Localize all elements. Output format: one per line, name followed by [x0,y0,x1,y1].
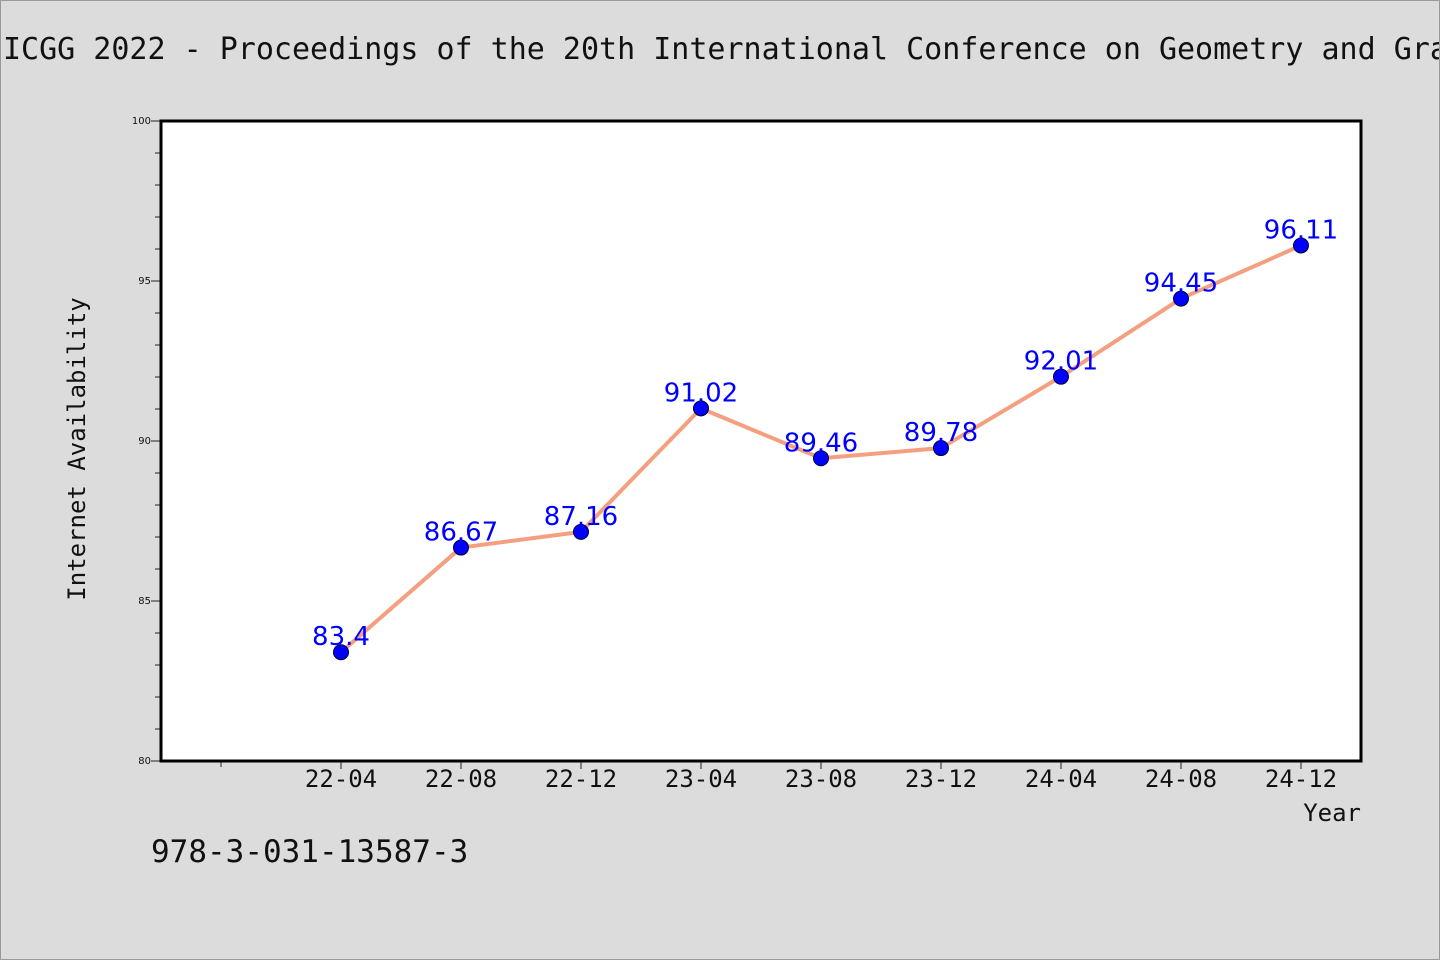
data-point [333,644,349,661]
data-label: 89.46 [784,428,858,458]
x-tick-label: 22-12 [545,765,617,793]
data-point [453,539,469,556]
data-label: 87.16 [544,502,618,532]
data-label: 94.45 [1144,269,1218,299]
data-point [693,400,709,417]
data-label: 96.11 [1264,215,1338,245]
y-tick-label: 85 [138,596,151,607]
x-tick-label: 22-08 [425,765,497,793]
data-point [1173,290,1189,307]
data-point [933,440,949,457]
plot-area [161,121,1361,761]
x-tick-label: 24-04 [1025,765,1097,793]
x-tick-label: 23-12 [905,765,977,793]
data-label: 91.02 [664,378,738,408]
y-axis-title: Internet Availability [63,297,91,600]
data-point [1053,368,1069,385]
y-tick-label: 100 [132,116,151,127]
y-tick-label: 90 [138,436,151,447]
data-point [813,450,829,467]
data-labels: 83.4 86.67 87.16 91.02 89.46 89.78 92.01 94.45 9… [312,215,1338,652]
y-axis: 80 85 90 95 100 [132,116,161,767]
plot-border [159,119,1363,763]
x-tick-label: 24-12 [1265,765,1337,793]
data-label: 92.01 [1024,347,1098,377]
data-label: 83.4 [312,622,370,652]
data-label: 89.78 [904,418,978,448]
data-label: 86.67 [424,518,498,548]
x-tick-label: 23-04 [665,765,737,793]
x-axis: 22-04 22-08 22-12 23-04 23-08 23-12 24-04 24-08… [220,761,1337,793]
chart-title: ICGG 2022 - Proceedings of the 20th Inte… [3,32,1440,67]
x-tick-label: 22-04 [305,765,377,793]
x-tick-label: 24-08 [1145,765,1217,793]
x-tick-label: 23-08 [785,765,857,793]
y-tick-label: 80 [138,756,151,767]
data-point [573,523,589,540]
data-point [1293,237,1309,254]
data-markers [333,237,1309,661]
x-axis-title: Year [1303,799,1361,827]
y-tick-label: 95 [138,276,151,287]
isbn-text: 978-3-031-13587-3 [151,834,469,870]
